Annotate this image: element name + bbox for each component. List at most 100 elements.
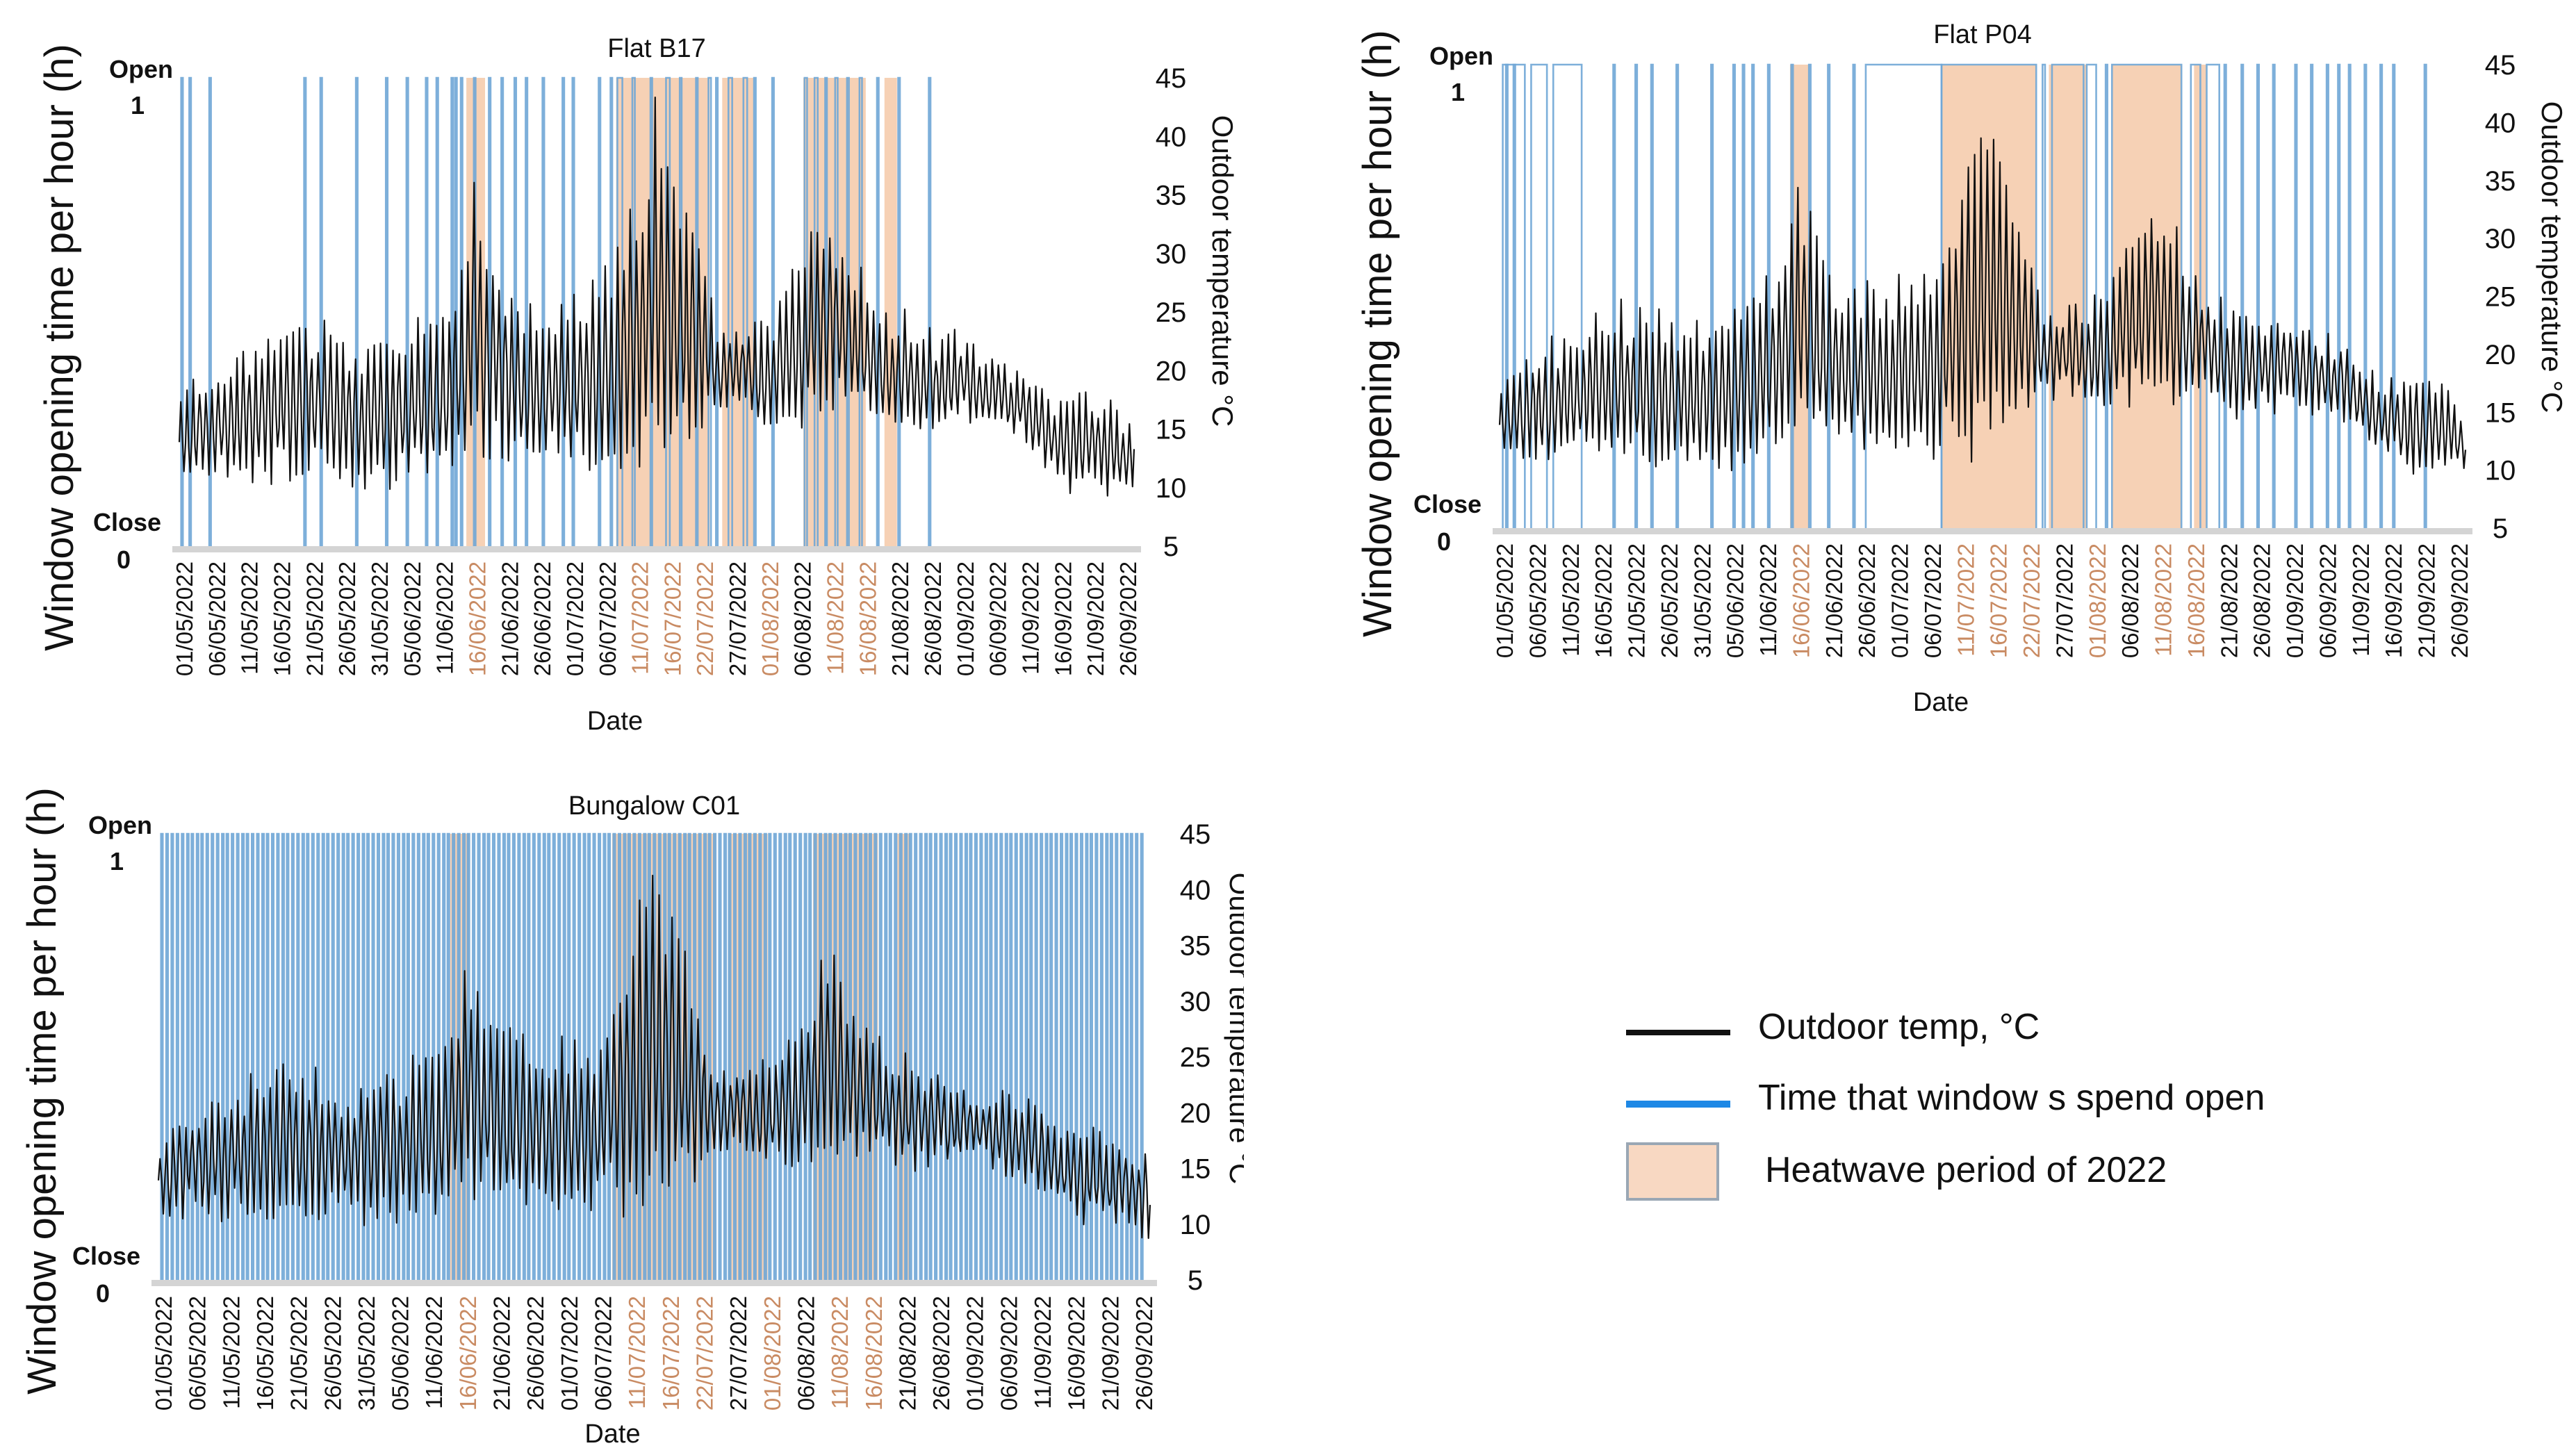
window-open-pulse [386,832,391,1280]
window-open-pulse [2347,63,2352,528]
window-open-pulse [888,832,892,1280]
window-open-pulse [1054,832,1058,1280]
x-tick-label: 06/08/2022 [793,1296,819,1411]
window-open-pulse [225,832,229,1280]
window-open-pulse [241,832,245,1280]
window-open-pulse [1512,63,1516,528]
window-open-pulse [934,832,938,1280]
window-open-pulse [1069,832,1074,1280]
legend-item-heatwave: Heatwave period of 2022 [1626,1140,2321,1202]
window-open-pulse [311,832,315,1280]
window-open-pulse [753,76,757,546]
chart-title: Flat B17 [607,34,706,63]
window-open-pulse [200,832,204,1280]
window-open-pulse [215,832,220,1280]
x-tick-label: 21/09/2022 [1083,561,1108,676]
x-tick-label: 16/07/2022 [658,1296,684,1411]
window-open-pulse [647,832,651,1280]
x-tick-label: 27/07/2022 [725,561,750,676]
window-open-pulse [758,832,762,1280]
x-tick-label: 26/09/2022 [2447,543,2472,658]
x-tick-label: 06/07/2022 [591,1296,616,1411]
heatwave-band [884,78,897,546]
window-open-pulse [396,832,400,1280]
x-tick-label: 01/09/2022 [962,1296,988,1411]
window-open-pulse [718,832,722,1280]
window-open-pulse [346,832,350,1280]
window-open-pulse [261,832,265,1280]
window-open-pulse [897,76,901,546]
window-open-pulse [773,832,777,1280]
window-open-pulse [406,832,410,1280]
window-open-pulse [2051,63,2085,528]
window-open-pulse [2042,63,2046,528]
window-open-pulse [848,832,853,1280]
window-open-pulse [1119,832,1124,1280]
window-open-pulse [472,832,476,1280]
window-open-pulse [165,832,169,1280]
window-open-pulse [251,832,255,1280]
window-open-pulse [290,832,295,1280]
x-tick-label: 26/05/2022 [334,561,360,676]
window-open-pulse [561,76,566,546]
window-open-pulse [1530,63,1548,528]
window-open-pulse [1034,832,1038,1280]
window-open-pulse [1650,63,1654,528]
window-open-series [180,76,932,546]
x-tick-label: 21/06/2022 [1821,543,1847,658]
x-tick-label: 11/08/2022 [2151,543,2176,657]
window-open-pulse [974,832,978,1280]
window-open-pulse [989,832,993,1280]
window-open-pulse [1675,63,1680,528]
window-open-pulse [382,832,386,1280]
window-open-pulse [899,832,903,1280]
x-tick-label: 22/07/2022 [2019,543,2044,658]
x-tick-label: 01/07/2022 [1887,543,1913,658]
window-open-pulse [1019,832,1024,1280]
left-tick-open: Open [88,811,152,839]
outdoor-temp-line [157,874,1151,1240]
window-open-pulse [450,76,454,546]
window-open-pulse [525,76,529,546]
right-tick-label: 5 [2493,513,2508,544]
window-open-pulse [1115,832,1119,1280]
right-tick-label: 40 [1180,875,1211,905]
x-tick-label: 06/05/2022 [185,1296,211,1411]
legend-swatch-outdoor-temp [1626,1030,1730,1035]
right-tick-label: 10 [2485,456,2516,486]
x-tick-label: 01/08/2022 [757,561,783,676]
window-open-pulse [160,832,164,1280]
x-tick-label: 01/07/2022 [557,1296,582,1411]
window-open-pulse [303,76,307,546]
window-open-pulse [994,832,998,1280]
window-open-pulse [602,832,607,1280]
window-open-pulse [321,832,325,1280]
window-open-pulse [748,832,752,1280]
x-tick-label: 16/05/2022 [252,1296,278,1411]
window-open-pulse [1732,63,1736,528]
window-open-pulse [924,832,928,1280]
window-open-pulse [1089,832,1093,1280]
window-open-pulse [944,832,949,1280]
left-tick-close: Close [1413,490,1482,518]
window-open-pulse [727,76,733,546]
legend-label-window-open: Time that window s spend open [1758,1078,2265,1118]
baseline-axis [172,546,1141,552]
window-open-pulse [517,832,521,1280]
window-open-pulse [405,76,409,546]
window-open-pulse [1059,832,1064,1280]
window-open-pulse [1129,832,1133,1280]
x-tick-label: 05/06/2022 [1723,543,1748,658]
left-tick-close: Close [72,1242,140,1270]
x-tick-label: 06/08/2022 [2117,543,2143,658]
window-open-pulse [884,832,888,1280]
window-open-pulse [1105,832,1109,1280]
x-tick-label: 21/06/2022 [497,561,523,676]
window-open-pulse [582,832,586,1280]
window-open-pulse [190,832,195,1280]
right-tick-label: 20 [2485,340,2516,370]
x-tick-label: 21/09/2022 [1097,1296,1123,1411]
left-tick-zero: 0 [96,1279,110,1308]
window-open-pulse [511,832,516,1280]
window-open-pulse [2363,63,2368,528]
